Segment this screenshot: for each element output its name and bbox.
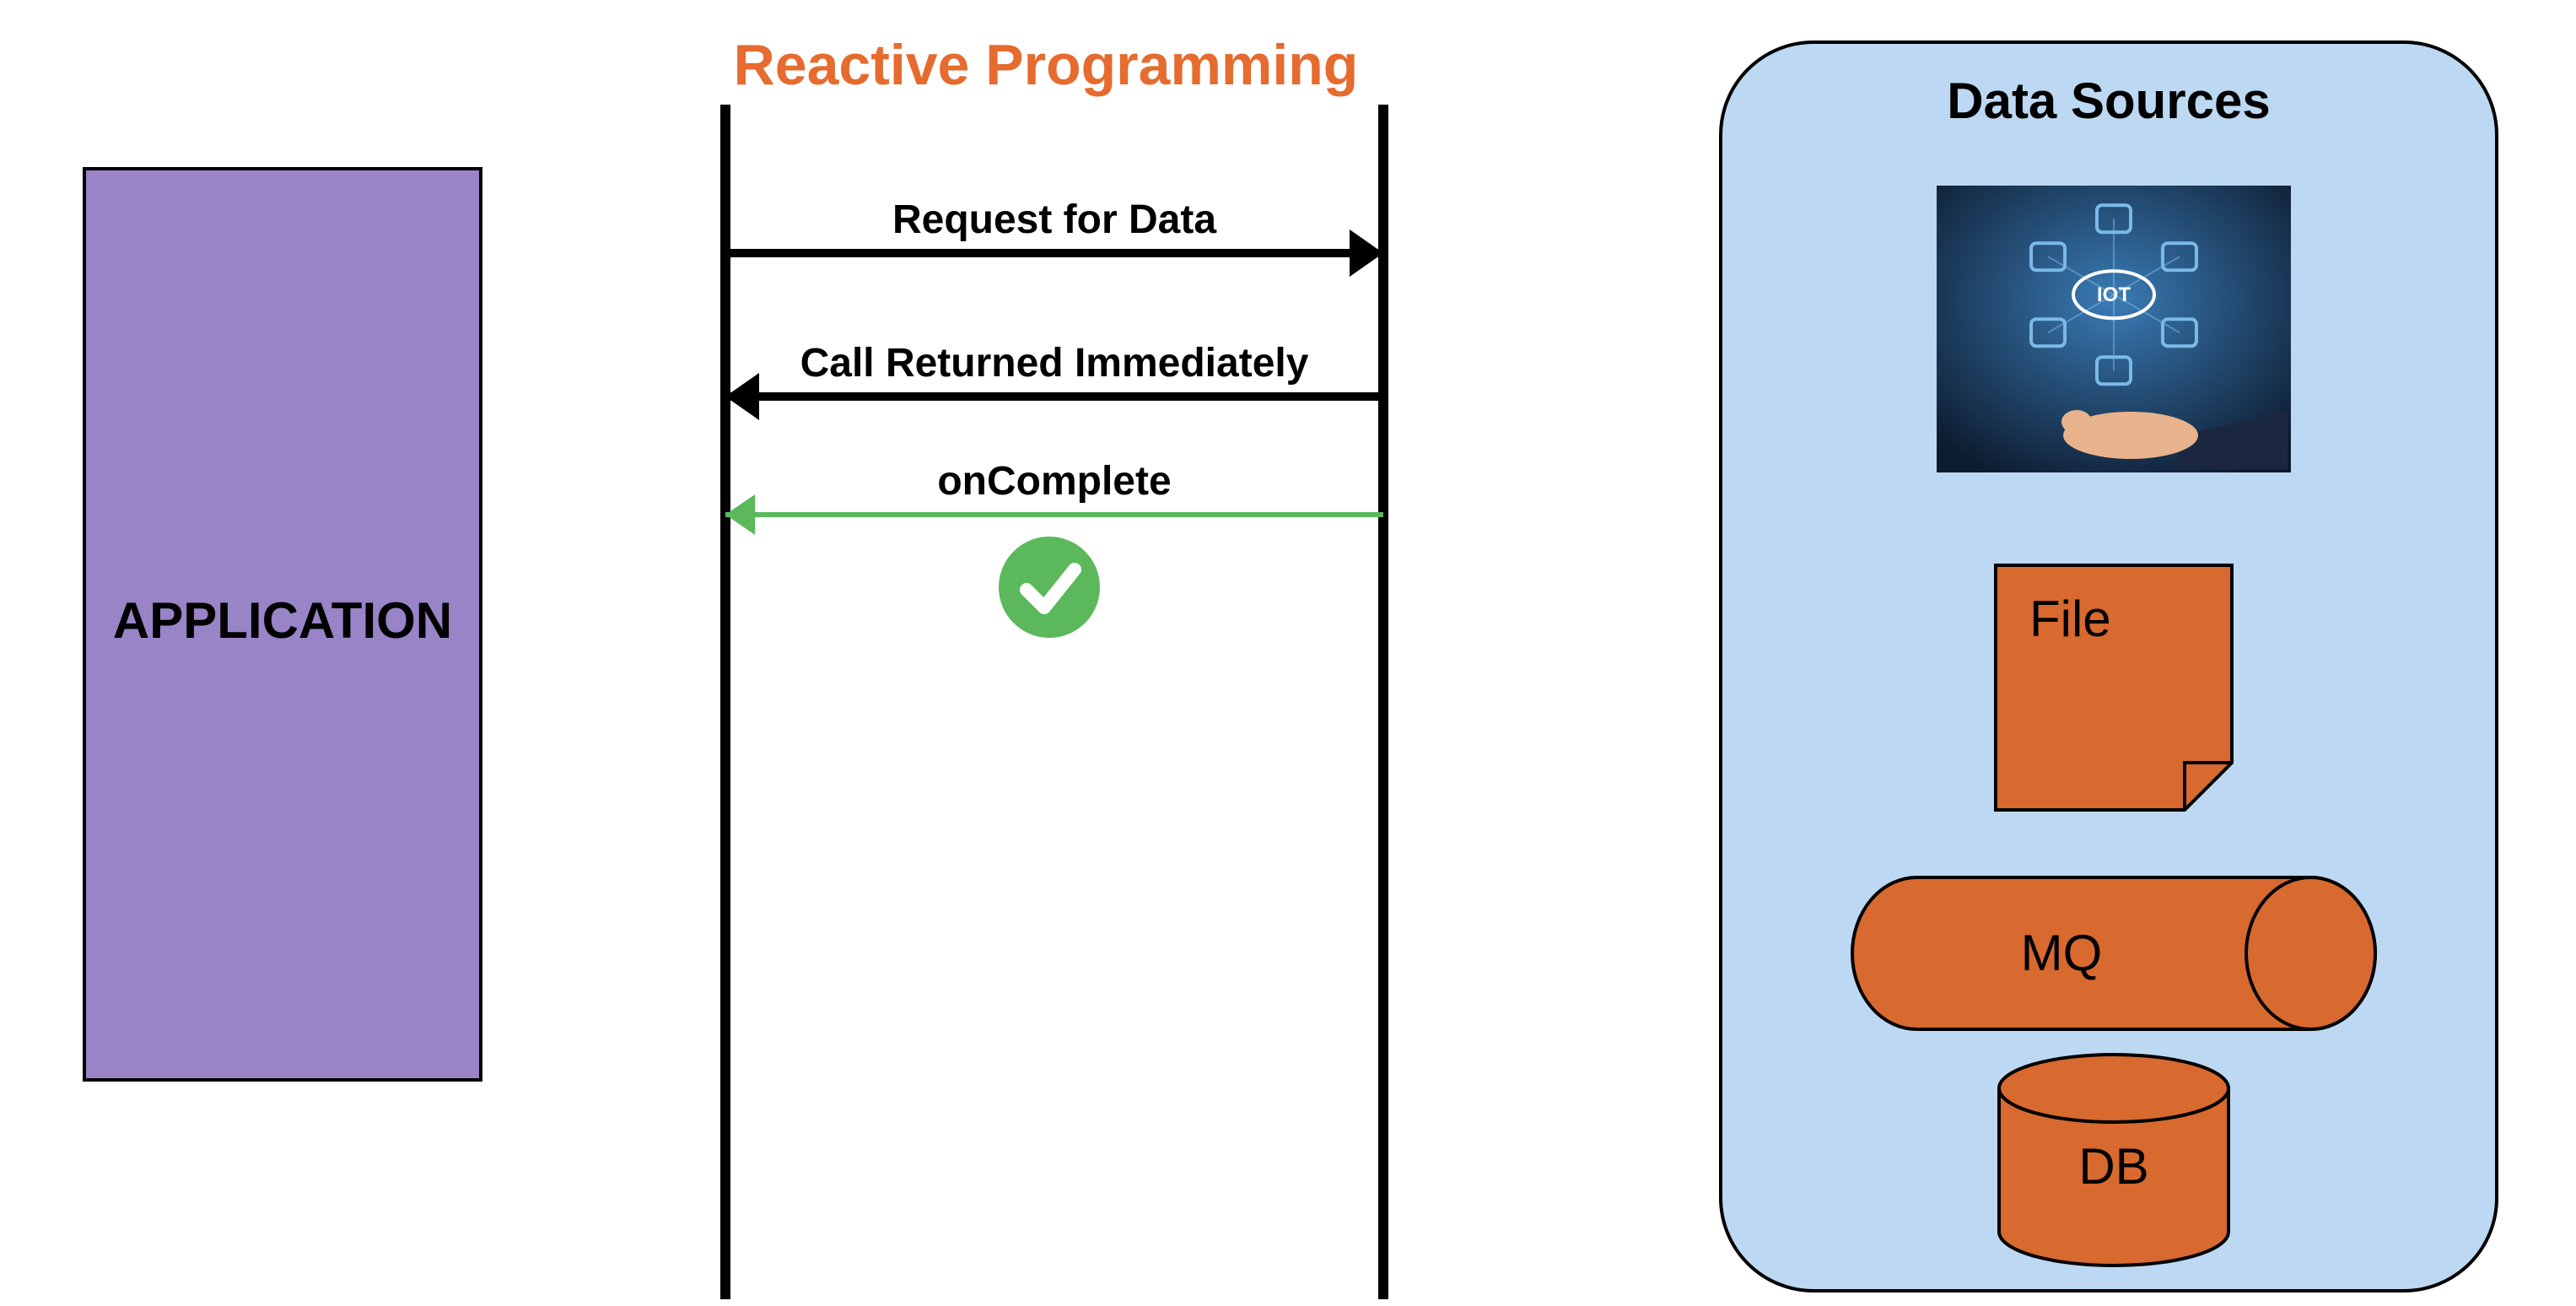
check-icon	[999, 537, 1100, 638]
message-arrow: onComplete	[725, 459, 1383, 535]
application-label: APPLICATION	[113, 592, 452, 649]
db-icon: DB	[1999, 1055, 2228, 1266]
mq-label: MQ	[2021, 925, 2103, 981]
file-icon: File	[1996, 565, 2232, 810]
message-arrow: Request for Data	[725, 197, 1383, 277]
message-label: Request for Data	[892, 197, 1216, 242]
iot-label: IOT	[2097, 283, 2131, 306]
file-label: File	[2029, 591, 2111, 647]
message-label: Call Returned Immediately	[800, 341, 1309, 386]
application-box: APPLICATION	[84, 169, 481, 1080]
diagram-title: Reactive Programming	[734, 33, 1359, 97]
message-arrow: Call Returned Immediately	[725, 341, 1383, 420]
db-label: DB	[2078, 1138, 2148, 1195]
mq-icon: MQ	[1852, 877, 2375, 1029]
iot-icon: IOT	[1937, 186, 2291, 472]
message-label: onComplete	[937, 459, 1171, 504]
data-sources-title: Data Sources	[1947, 73, 2271, 129]
